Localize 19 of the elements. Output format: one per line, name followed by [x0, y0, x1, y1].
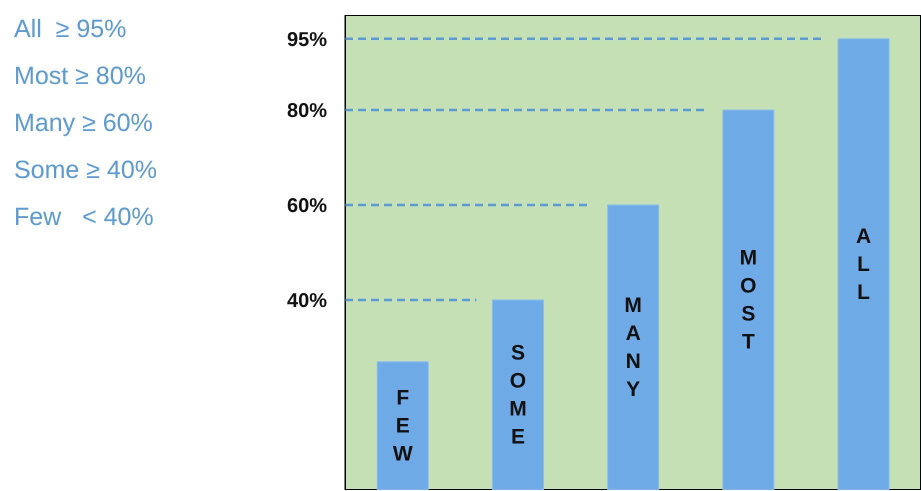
- x-tick-label: MANY: [624, 294, 642, 401]
- y-tick-label: 95%: [286, 28, 328, 51]
- bar: [722, 110, 774, 490]
- x-tick-label: MOST: [740, 246, 758, 354]
- text: Some ≥ 40%: [14, 155, 157, 186]
- y-tick-label: 40%: [286, 290, 328, 312]
- bar: [607, 204, 660, 490]
- text: Many ≥ 60%: [14, 108, 154, 139]
- bar: [376, 361, 429, 490]
- text: Most ≥ 80%: [14, 61, 147, 92]
- text: All ≥ 95%: [14, 14, 128, 45]
- x-tick-label: ALL: [856, 224, 872, 304]
- bar: [492, 300, 544, 490]
- y-tick-label: 60%: [286, 195, 328, 218]
- y-tick-label: 80%: [286, 100, 328, 122]
- x-tick-label: SOME: [509, 342, 527, 448]
- bar: [838, 38, 890, 490]
- text: Few < 40%: [14, 202, 155, 233]
- x-tick-label: FEW: [392, 386, 413, 466]
